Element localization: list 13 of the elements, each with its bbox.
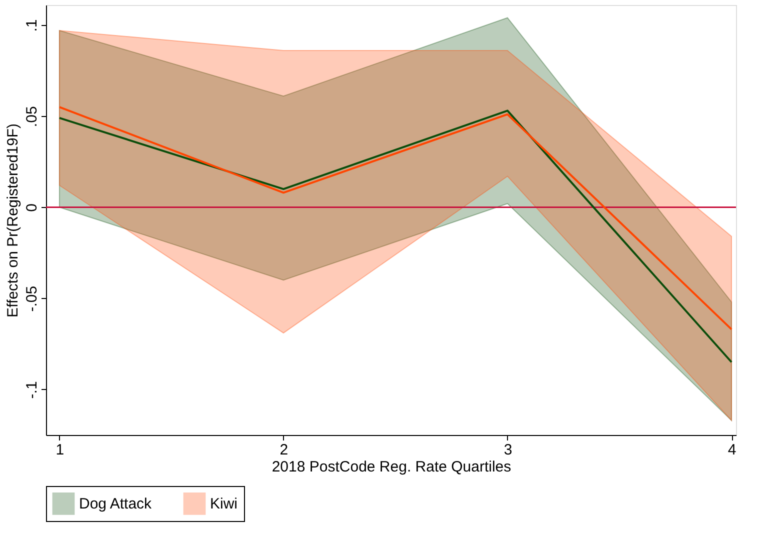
y-tick-label: 0 bbox=[24, 204, 40, 212]
y-tick-label: -.1 bbox=[24, 381, 40, 399]
legend-label: Dog Attack bbox=[79, 496, 152, 513]
y-tick-label: .1 bbox=[24, 19, 40, 32]
x-tick-label: 3 bbox=[504, 442, 512, 458]
x-tick-label: 2 bbox=[280, 442, 288, 458]
x-tick-label: 4 bbox=[728, 442, 736, 458]
x-axis-title: 2018 PostCode Reg. Rate Quartiles bbox=[272, 458, 512, 476]
y-tick-label: .05 bbox=[24, 106, 40, 128]
x-tick-label: 1 bbox=[56, 442, 64, 458]
y-axis-title: Effects on Pr(Registered19F) bbox=[4, 124, 22, 318]
legend-label: Kiwi bbox=[210, 496, 238, 513]
y-tick-label: -.05 bbox=[24, 286, 40, 312]
